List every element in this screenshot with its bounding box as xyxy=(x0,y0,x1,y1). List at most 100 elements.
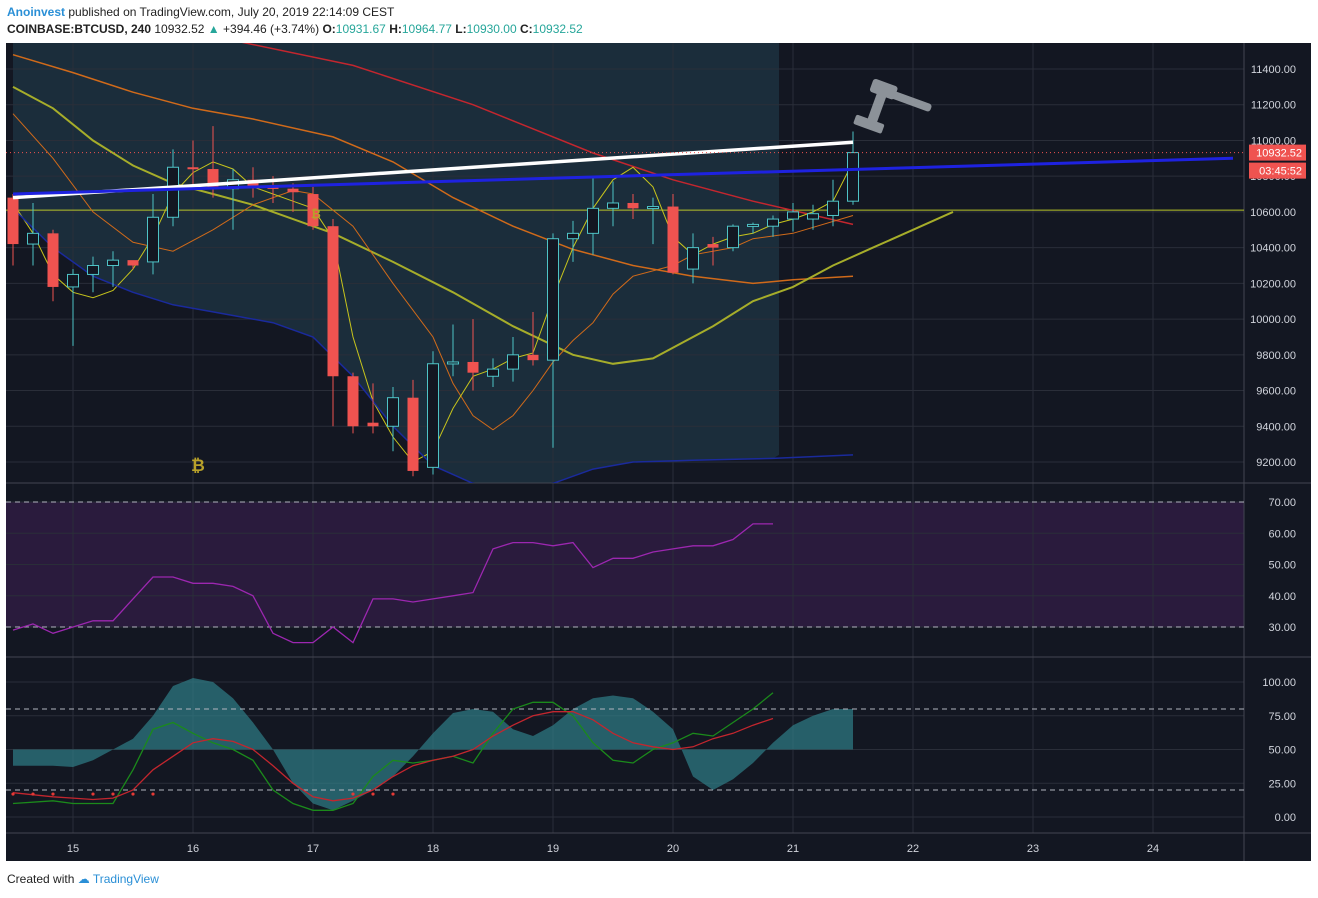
time-tick-label: 16 xyxy=(187,843,199,855)
candle-body xyxy=(307,194,319,227)
candle xyxy=(387,386,399,452)
candle-body xyxy=(67,273,79,288)
oversold-dot xyxy=(151,792,155,796)
price-tick-label: 9200.00 xyxy=(1256,457,1296,469)
price-tick-label: 11000.00 xyxy=(1251,135,1296,147)
ema-line xyxy=(12,113,854,431)
low-label: L: xyxy=(455,22,467,36)
candle-body xyxy=(767,218,779,227)
last-price: 10932.52 xyxy=(154,22,205,36)
candle-body xyxy=(527,354,539,361)
oversold-dot xyxy=(131,792,135,796)
candle xyxy=(747,222,759,234)
candle-body xyxy=(27,232,39,245)
tradingview-logo-icon: ☁ xyxy=(77,872,90,886)
candle xyxy=(407,379,419,477)
candle xyxy=(107,251,119,287)
candle xyxy=(487,358,499,387)
candle-body xyxy=(107,259,119,267)
time-tick-label: 21 xyxy=(787,843,799,855)
countdown-tag xyxy=(1249,162,1306,179)
ema-line xyxy=(12,53,854,285)
price-tick-label: 11400.00 xyxy=(1251,64,1296,76)
time-tick-label: 18 xyxy=(427,843,439,855)
candle-body xyxy=(787,211,799,220)
candle-body xyxy=(687,247,699,270)
candle xyxy=(607,181,619,227)
candle xyxy=(27,202,39,266)
chart-area[interactable]: ₿₿11400.0011200.0011000.0010800.0010600.… xyxy=(6,43,1311,861)
change-value: +394.46 (+3.74%) xyxy=(223,22,320,36)
candle-body xyxy=(147,216,159,263)
price-tick-label: 9400.00 xyxy=(1256,421,1296,433)
countdown-tag-label: 03:45:52 xyxy=(1259,166,1302,178)
chart-svg[interactable]: ₿₿11400.0011200.0011000.0010800.0010600.… xyxy=(6,43,1311,861)
candle-body xyxy=(127,260,139,266)
candle-body xyxy=(507,354,519,370)
open-label: O: xyxy=(322,22,336,36)
candle-body xyxy=(427,363,439,468)
candle-body xyxy=(387,397,399,427)
price-tick-label: 9600.00 xyxy=(1256,386,1296,398)
trend-line-blue xyxy=(12,156,1234,196)
time-tick-label: 22 xyxy=(907,843,919,855)
candle xyxy=(707,236,719,266)
candle xyxy=(827,179,839,227)
candle xyxy=(447,324,459,377)
stoch-fill-area xyxy=(13,677,853,811)
candle-body xyxy=(827,200,839,216)
price-tick-label: 10600.00 xyxy=(1250,207,1296,219)
publish-line: Anoinvest published on TradingView.com, … xyxy=(7,5,394,19)
stoch-k-line xyxy=(12,692,774,811)
high-value: 10964.77 xyxy=(401,22,452,36)
gavel-handle xyxy=(887,89,932,112)
oversold-dot xyxy=(391,792,395,796)
candle xyxy=(807,204,819,230)
trend-line-white xyxy=(12,140,854,200)
candle-body xyxy=(487,368,499,377)
candle-body xyxy=(607,202,619,209)
candle xyxy=(427,351,439,475)
time-tick-label: 17 xyxy=(307,843,319,855)
candle-body xyxy=(547,238,559,361)
price-tick-label: 10000.00 xyxy=(1250,314,1296,326)
candle xyxy=(87,256,99,293)
ohlc-line: COINBASE:BTCUSD, 240 10932.52 ▲ +394.46 … xyxy=(7,22,583,36)
candle-body xyxy=(7,197,19,245)
candle xyxy=(767,215,779,237)
oversold-dot xyxy=(11,792,15,796)
candle-body xyxy=(747,223,759,227)
tradingview-brand[interactable]: TradingView xyxy=(92,872,159,886)
open-value: 10931.67 xyxy=(335,22,386,36)
change-arrow-icon: ▲ xyxy=(207,22,220,36)
oversold-dot xyxy=(351,792,355,796)
oversold-dot xyxy=(31,792,35,796)
candle xyxy=(587,176,599,255)
candle xyxy=(787,202,799,232)
time-tick-label: 15 xyxy=(67,843,79,855)
close-value: 10932.52 xyxy=(532,22,583,36)
stoch-tick-label: 100.00 xyxy=(1262,677,1296,689)
gavel-base xyxy=(853,114,885,134)
candle-body xyxy=(667,206,679,273)
low-value: 10930.00 xyxy=(466,22,517,36)
oversold-dot xyxy=(91,792,95,796)
candle-body xyxy=(287,188,299,193)
high-label: H: xyxy=(389,22,402,36)
candle xyxy=(67,269,79,346)
candle-body xyxy=(267,186,279,189)
author-link[interactable]: Anoinvest xyxy=(7,5,66,19)
candle-body xyxy=(707,244,719,248)
time-tick-label: 24 xyxy=(1147,843,1159,855)
candle xyxy=(627,194,639,220)
rsi-tick-label: 60.00 xyxy=(1268,528,1296,540)
candle-body xyxy=(327,226,339,377)
candle-body xyxy=(87,265,99,275)
candle xyxy=(147,194,159,275)
candle xyxy=(287,183,299,212)
candle xyxy=(527,311,539,366)
close-label: C: xyxy=(520,22,533,36)
oversold-dot xyxy=(51,792,55,796)
time-tick-label: 20 xyxy=(667,843,679,855)
bitcoin-icon: ₿ xyxy=(191,456,205,475)
